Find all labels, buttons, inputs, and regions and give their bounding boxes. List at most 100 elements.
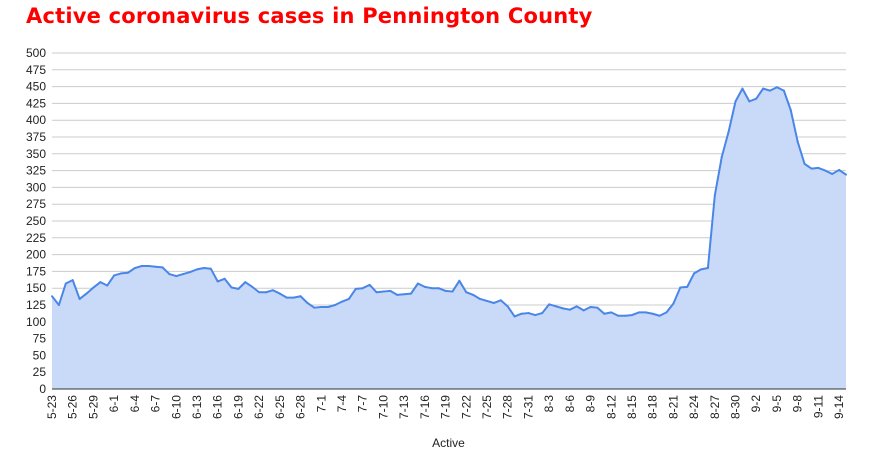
x-tick-label: 6-4 (128, 395, 142, 413)
data-point (244, 281, 247, 284)
data-point (720, 156, 723, 159)
x-tick-label: 5-23 (45, 395, 59, 419)
x-tick-label: 6-16 (211, 395, 225, 419)
data-point (582, 309, 585, 312)
data-point (403, 293, 406, 296)
data-point (313, 306, 316, 309)
x-axis-ticks: 5-23 5-26 5-29 6-1 6-4 6-7 6-10 6-13 6-16 6-19 6-2… (45, 395, 846, 419)
x-tick-label: 6-28 (294, 395, 308, 419)
data-point (693, 272, 696, 275)
data-point (734, 100, 737, 103)
data-point (492, 301, 495, 304)
data-point (513, 315, 516, 318)
data-point (258, 291, 261, 294)
y-tick-label: 425 (26, 96, 46, 110)
x-tick-label: 8-27 (708, 395, 722, 419)
data-point (292, 296, 295, 299)
data-point (796, 140, 799, 143)
data-point (589, 306, 592, 309)
y-tick-label: 375 (26, 130, 46, 144)
data-point (651, 312, 654, 315)
x-tick-label: 6-7 (149, 395, 163, 413)
data-point (479, 297, 482, 300)
x-tick-label: 6-1 (107, 395, 121, 413)
x-tick-label: 9-14 (832, 395, 846, 419)
x-tick-label: 7-25 (480, 395, 494, 419)
data-point (451, 290, 454, 293)
data-point (658, 314, 661, 317)
data-point (71, 279, 74, 282)
data-point (561, 307, 564, 310)
data-point (534, 314, 537, 317)
data-point (334, 304, 337, 306)
data-point (782, 89, 785, 92)
data-point (624, 314, 627, 317)
data-point (347, 297, 350, 300)
x-tick-label: 7-1 (314, 395, 328, 413)
data-point (831, 172, 834, 175)
data-point (748, 100, 751, 103)
data-point (57, 304, 60, 306)
data-point (278, 292, 281, 295)
data-point (271, 289, 274, 292)
data-point (706, 267, 709, 270)
data-point (285, 296, 288, 299)
data-point (237, 287, 240, 290)
data-point (161, 266, 164, 269)
y-tick-label: 225 (26, 231, 46, 245)
x-tick-label: 7-31 (521, 395, 535, 419)
data-point (741, 87, 744, 90)
data-point (410, 292, 413, 295)
data-point (327, 306, 330, 309)
data-point (361, 287, 364, 290)
data-point (672, 302, 675, 305)
y-tick-label: 25 (33, 365, 47, 379)
data-point (755, 97, 758, 100)
y-tick-label: 0 (39, 382, 46, 396)
data-point (299, 295, 302, 298)
data-point (769, 89, 772, 92)
y-tick-label: 250 (26, 214, 46, 228)
data-point (617, 314, 620, 317)
data-point (209, 267, 212, 270)
x-tick-label: 6-19 (231, 395, 245, 419)
series-points (51, 86, 847, 318)
x-tick-label: 9-5 (770, 395, 784, 413)
y-tick-label: 125 (26, 298, 46, 312)
y-tick-label: 75 (33, 332, 47, 346)
data-point (679, 286, 682, 289)
x-tick-label: 8-6 (563, 395, 577, 413)
data-point (727, 130, 730, 133)
data-point (113, 274, 116, 277)
x-tick-label: 7-28 (501, 395, 515, 419)
y-tick-label: 275 (26, 197, 46, 211)
data-point (382, 290, 385, 293)
data-point (320, 306, 323, 309)
y-tick-label: 50 (33, 348, 47, 362)
x-tick-label: 7-4 (335, 395, 349, 413)
data-point (713, 194, 716, 197)
data-point (175, 275, 178, 278)
data-point (568, 308, 571, 311)
data-point (644, 311, 647, 314)
x-tick-label: 6-22 (252, 395, 266, 419)
x-tick-label: 8-24 (687, 395, 701, 419)
x-tick-label: 8-21 (666, 395, 680, 419)
data-point (126, 271, 129, 274)
data-point (472, 293, 475, 296)
x-tick-label: 7-22 (459, 395, 473, 419)
data-point (630, 314, 633, 317)
data-point (465, 291, 468, 294)
data-point (637, 311, 640, 314)
data-point (85, 292, 88, 295)
data-point (251, 285, 254, 288)
data-point (140, 265, 143, 268)
y-tick-label: 500 (26, 46, 46, 60)
x-tick-label: 9-11 (811, 395, 825, 418)
data-point (485, 299, 488, 302)
data-point (195, 268, 198, 271)
data-point (368, 283, 371, 286)
y-tick-label: 400 (26, 113, 46, 127)
x-tick-label: 7-13 (397, 395, 411, 419)
